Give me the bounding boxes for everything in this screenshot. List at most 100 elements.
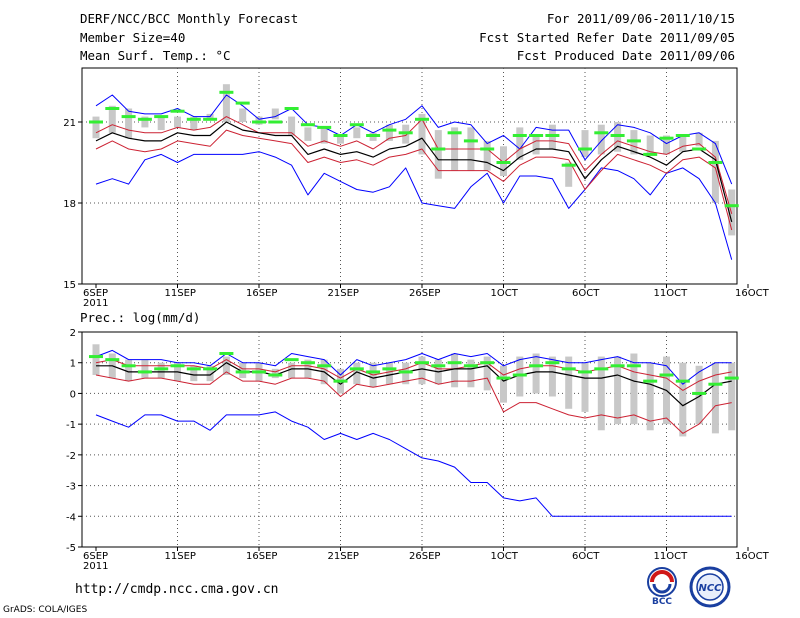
- median-marker: [708, 161, 723, 164]
- spread-box: [222, 84, 230, 122]
- min-line: [95, 411, 732, 517]
- x-tick-label: 11SEP: [165, 551, 196, 562]
- median-marker: [186, 367, 201, 371]
- member-size-label: Member Size=40: [80, 30, 186, 45]
- median-marker: [170, 109, 185, 113]
- spread-box: [271, 108, 279, 120]
- y-tick-label: 18: [63, 199, 76, 210]
- median-marker: [512, 134, 527, 137]
- spread-box: [516, 127, 524, 160]
- y-tick-label: -4: [66, 512, 76, 523]
- median-marker: [284, 107, 299, 110]
- median-marker: [496, 376, 511, 380]
- median-marker: [219, 352, 234, 355]
- x-tick-label: 11SEP: [165, 288, 196, 299]
- produced-date: Fcst Produced Date 2011/09/06: [516, 48, 735, 63]
- spread-box: [483, 140, 491, 171]
- spread-box: [385, 362, 393, 385]
- y-tick-label: -1: [66, 420, 76, 431]
- median-marker: [610, 134, 625, 137]
- median-marker: [545, 361, 560, 365]
- x-tick-label: 21SEP: [328, 551, 359, 562]
- median-marker: [610, 364, 625, 368]
- spread-box: [92, 116, 100, 139]
- median-marker: [675, 134, 690, 137]
- max-line: [95, 349, 732, 385]
- median-marker: [121, 364, 136, 368]
- median-marker: [659, 373, 674, 377]
- median-marker: [121, 115, 136, 119]
- ensemble-upper-line: [95, 359, 732, 391]
- median-marker: [480, 361, 495, 365]
- x-tick-label: 26SEP: [409, 288, 440, 299]
- median-marker: [480, 147, 495, 151]
- spread-box: [597, 124, 605, 155]
- median-marker: [349, 123, 364, 127]
- spread-box: [385, 124, 393, 141]
- median-marker: [268, 120, 283, 124]
- spread-box: [304, 127, 312, 141]
- x-tick-label: 2011: [83, 298, 108, 309]
- spread-box: [646, 135, 654, 155]
- median-marker: [692, 147, 707, 151]
- bcc-logo-text: BCC: [652, 597, 672, 606]
- forecast-period: For 2011/09/06-2011/10/15: [546, 11, 735, 26]
- spread-box: [337, 135, 344, 144]
- median-marker: [626, 364, 641, 368]
- spread-box: [581, 130, 589, 158]
- min-line: [95, 151, 733, 260]
- spread-box: [711, 140, 719, 203]
- median-marker: [137, 117, 152, 121]
- spread-box: [288, 116, 296, 136]
- y-tick-label: 2: [70, 328, 76, 339]
- precip-title: Prec.: log(mm/d): [80, 310, 200, 325]
- median-marker: [594, 131, 609, 135]
- median-marker: [398, 370, 413, 374]
- median-marker: [578, 370, 592, 374]
- spread-box: [141, 359, 149, 379]
- median-marker: [252, 370, 266, 374]
- spread-box: [353, 362, 361, 385]
- x-tick-label: 6OCT: [572, 551, 600, 562]
- y-tick-label: 21: [63, 118, 76, 129]
- median-marker: [333, 379, 348, 383]
- plot-frame: [81, 331, 738, 548]
- spread-box: [711, 362, 719, 434]
- source-url[interactable]: http://cmdp.ncc.cma.gov.cn: [75, 582, 279, 597]
- median-marker: [105, 358, 120, 362]
- spread-box: [402, 362, 410, 385]
- median-marker: [675, 379, 690, 383]
- spread-box: [206, 365, 214, 382]
- median-marker: [529, 364, 544, 368]
- median-marker: [724, 376, 739, 380]
- spread-box: [141, 116, 149, 128]
- spread-box: [434, 130, 442, 179]
- spread-box: [288, 362, 296, 379]
- spread-box: [418, 113, 426, 155]
- x-tick-label: 16SEP: [246, 288, 277, 299]
- spread-box: [239, 108, 247, 122]
- ensemble-mean-line: [95, 121, 733, 223]
- median-marker: [594, 367, 609, 371]
- ensemble-upper-line: [95, 116, 733, 214]
- median-marker: [300, 361, 315, 365]
- variable-label: Mean Surf. Temp.: °C: [80, 48, 231, 63]
- x-tick-label: 11OCT: [654, 288, 689, 299]
- median-marker: [284, 358, 299, 362]
- spread-box: [597, 356, 605, 431]
- median-marker: [463, 139, 478, 143]
- y-tick-label: -5: [66, 543, 76, 554]
- x-tick-label: 2011: [83, 561, 108, 572]
- y-tick-label: -3: [66, 482, 76, 493]
- spread-box: [190, 116, 198, 131]
- median-marker: [643, 379, 658, 383]
- median-marker: [447, 361, 462, 365]
- spread-box: [108, 105, 116, 133]
- median-marker: [366, 370, 381, 374]
- spread-box: [695, 132, 703, 147]
- x-tick-label: 16OCT: [735, 288, 770, 299]
- spread-box: [157, 362, 165, 379]
- median-marker: [349, 367, 364, 371]
- spread-box: [353, 127, 361, 139]
